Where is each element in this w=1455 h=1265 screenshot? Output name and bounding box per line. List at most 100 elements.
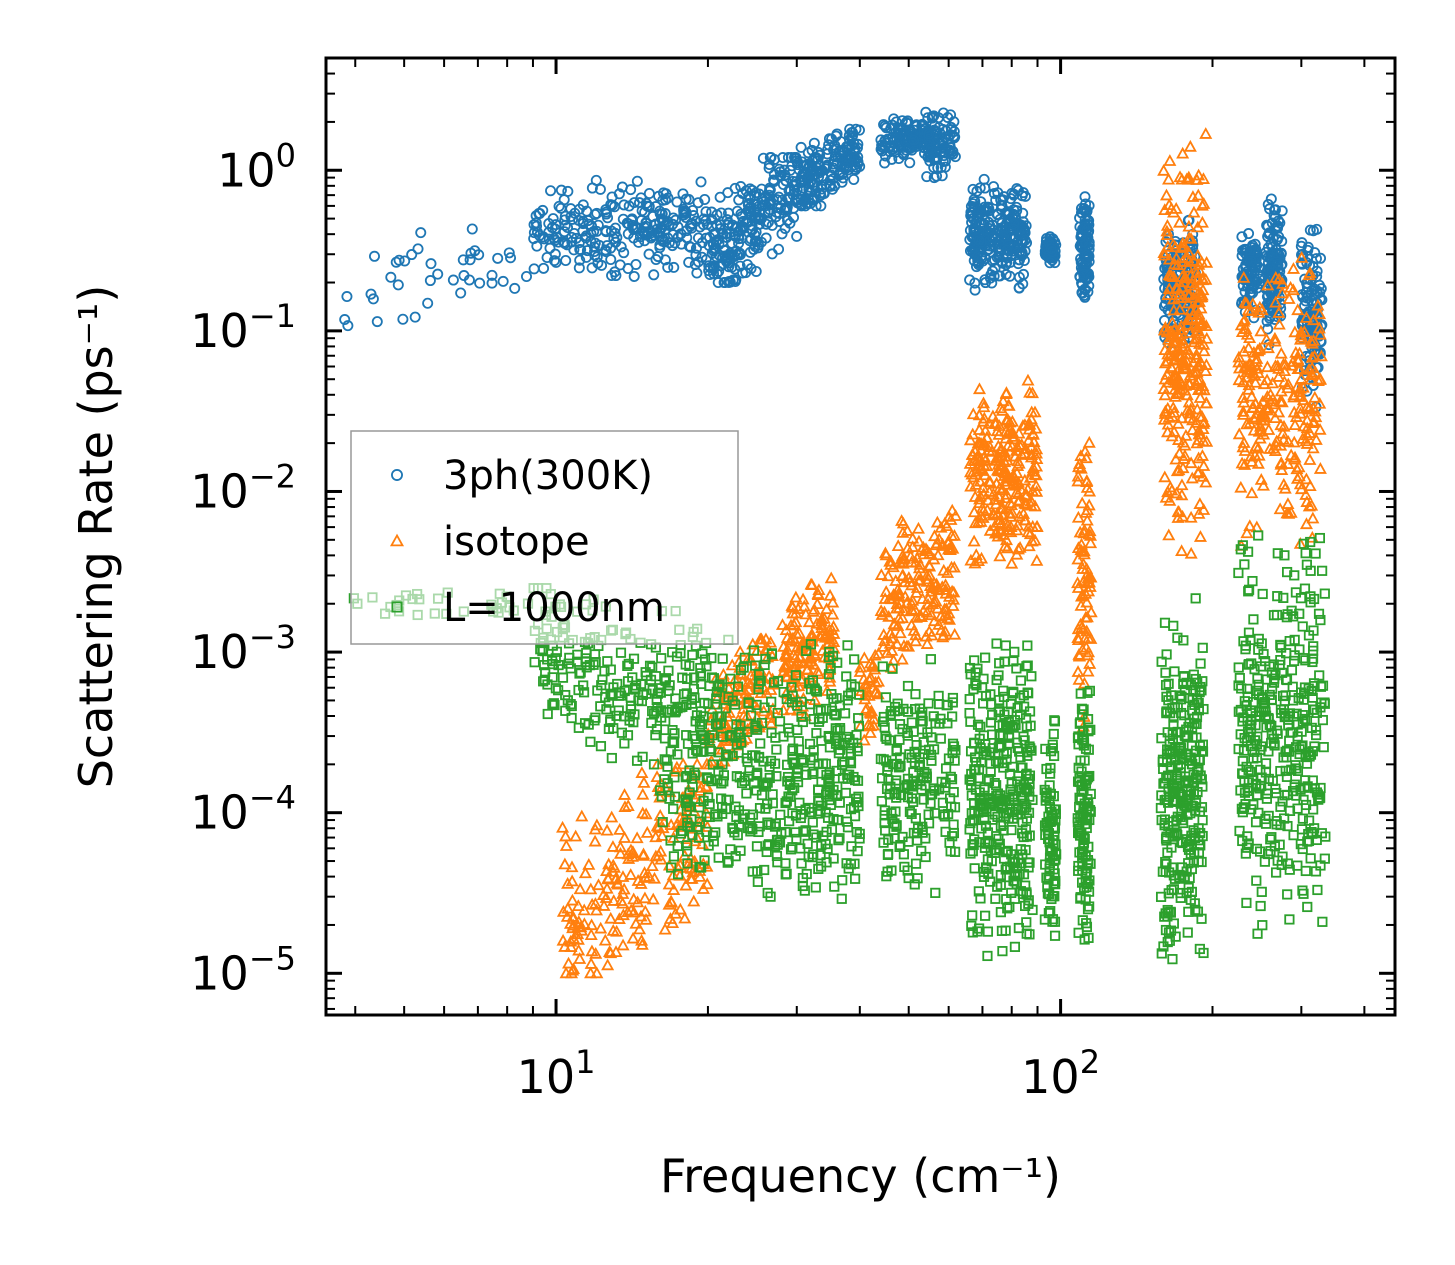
data-point: [694, 816, 705, 827]
data-point: [632, 922, 647, 935]
data-point: [1176, 236, 1190, 249]
data-point: [1187, 205, 1201, 218]
data-point: [578, 866, 592, 879]
data-point: [759, 864, 770, 876]
data-point: [636, 787, 650, 800]
data-point: [588, 834, 602, 847]
data-point: [591, 251, 603, 263]
data-point: [1186, 190, 1200, 202]
data-point: [634, 909, 648, 922]
data-point: [564, 940, 578, 952]
data-point: [994, 705, 1005, 716]
data-point: [808, 137, 820, 149]
data-point: [947, 585, 961, 598]
data-point: [882, 609, 896, 622]
data-point: [562, 185, 574, 197]
data-point: [723, 227, 735, 239]
data-point: [699, 654, 711, 665]
data-point: [1007, 223, 1019, 235]
data-point: [693, 870, 707, 882]
data-point: [1083, 250, 1095, 262]
data-point: [1236, 231, 1248, 243]
data-point: [1000, 471, 1014, 483]
data-point: [659, 733, 671, 744]
data-point: [682, 840, 693, 851]
data-point: [991, 439, 1005, 452]
data-point: [1172, 463, 1186, 476]
data-point: [759, 200, 771, 212]
data-point: [773, 243, 785, 255]
data-point: [544, 242, 556, 254]
data-point: [857, 672, 871, 685]
data-point: [780, 631, 794, 643]
data-point: [833, 835, 844, 846]
data-point: [1235, 325, 1249, 338]
data-point: [559, 839, 573, 851]
data-point: [736, 232, 748, 244]
data-point: [982, 926, 994, 937]
data-point: [912, 873, 923, 884]
data-point: [463, 274, 475, 286]
data-point: [1199, 475, 1213, 488]
data-point: [1080, 894, 1091, 905]
data-point: [939, 147, 951, 159]
data-point: [1073, 927, 1084, 938]
data-point: [792, 724, 803, 736]
data-point: [622, 676, 634, 687]
data-point: [923, 568, 937, 581]
data-point: [666, 862, 677, 873]
data-point: [975, 721, 986, 732]
data-point: [950, 745, 961, 756]
data-point: [834, 725, 846, 736]
data-point: [610, 876, 624, 889]
data-point: [679, 878, 693, 891]
data-point: [608, 682, 619, 693]
data-point: [767, 798, 778, 809]
data-point: [600, 881, 614, 894]
data-point: [923, 128, 935, 140]
data-point: [941, 700, 952, 711]
data-point: [826, 607, 840, 620]
data-point: [968, 490, 982, 502]
data-point: [876, 796, 887, 807]
data-point: [1163, 493, 1177, 506]
data-point: [1246, 367, 1260, 379]
data-point: [897, 639, 911, 651]
data-point: [1305, 498, 1319, 511]
data-point: [811, 686, 823, 697]
data-point: [732, 681, 744, 692]
data-point: [1293, 385, 1307, 398]
data-point: [1161, 425, 1175, 438]
data-point: [556, 904, 570, 917]
data-point: [635, 938, 649, 950]
data-point: [992, 489, 1006, 502]
data-point: [630, 831, 644, 844]
data-point: [883, 834, 894, 845]
data-point: [1246, 297, 1260, 309]
data-point: [823, 651, 837, 664]
data-point: [812, 667, 826, 680]
data-point: [943, 543, 957, 556]
data-point: [916, 710, 927, 721]
data-point: [1192, 295, 1206, 307]
data-point: [1080, 257, 1092, 269]
data-point: [639, 912, 653, 925]
data-point: [1166, 237, 1180, 250]
data-point: [1050, 815, 1061, 826]
data-point: [1046, 893, 1057, 905]
data-point: [711, 693, 722, 704]
data-point: [1182, 313, 1196, 325]
data-point: [813, 629, 827, 642]
data-point: [810, 882, 821, 893]
data-point: [695, 176, 707, 188]
data-point: [1158, 388, 1172, 401]
data-point: [1272, 272, 1286, 285]
data-point: [457, 254, 469, 266]
data-point: [1277, 419, 1291, 432]
data-point: [703, 260, 715, 272]
data-point: [819, 629, 833, 642]
data-point: [936, 630, 950, 643]
data-point: [806, 144, 818, 156]
data-point: [667, 212, 679, 224]
data-point: [691, 821, 703, 833]
